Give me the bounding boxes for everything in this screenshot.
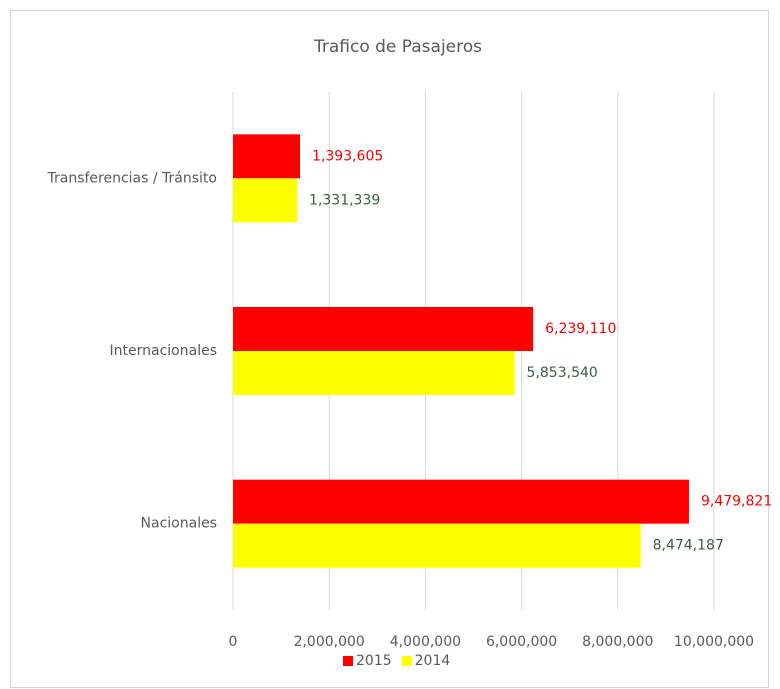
x-tick-label: 10,000,000 [674,634,754,650]
bar [233,307,534,351]
data-label: 8,474,187 [653,538,724,554]
x-tick-label: 6,000,000 [486,634,557,650]
y-tick-label: Transferencias / Tránsito [47,170,218,186]
bar [233,178,298,223]
data-label: 1,331,339 [309,192,380,208]
data-label: 1,393,605 [312,148,383,164]
x-tick-label: 2,000,000 [294,634,365,650]
bar [233,523,641,568]
y-tick-label: Nacionales [141,516,217,532]
x-tick-label: 8,000,000 [582,634,653,650]
chart-title: Trafico de Pasajeros [313,37,482,57]
x-tick-label: 4,000,000 [390,634,461,650]
x-tick-label: 0 [229,634,238,650]
bar [233,134,301,179]
data-label: 6,239,110 [545,321,616,337]
legend-swatch [401,656,412,666]
legend-swatch [343,656,353,666]
bar [233,351,515,395]
bar [233,479,689,524]
y-tick-label: Internacionales [110,343,217,359]
data-label: 5,853,540 [527,365,598,381]
legend-label: 2014 [415,653,451,669]
data-label: 9,479,821 [701,494,772,510]
legend-label: 2015 [356,653,392,669]
